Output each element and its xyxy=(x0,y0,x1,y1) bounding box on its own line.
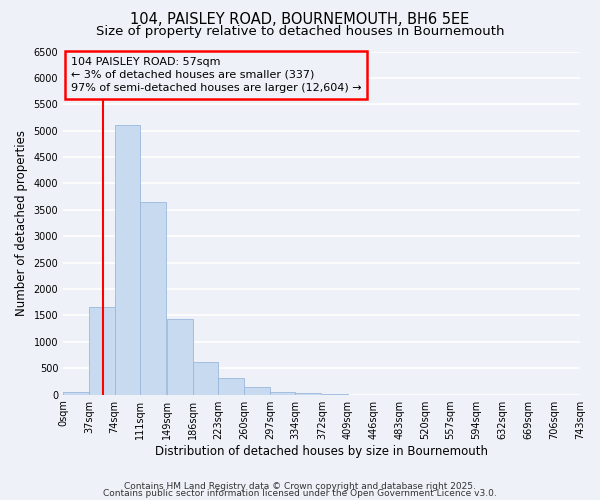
Bar xyxy=(244,387,270,394)
Bar xyxy=(295,393,321,394)
Bar xyxy=(63,392,89,394)
Bar xyxy=(270,392,295,394)
Text: 104 PAISLEY ROAD: 57sqm
← 3% of detached houses are smaller (337)
97% of semi-de: 104 PAISLEY ROAD: 57sqm ← 3% of detached… xyxy=(71,56,362,93)
Bar xyxy=(193,362,218,394)
Bar xyxy=(115,126,140,394)
X-axis label: Distribution of detached houses by size in Bournemouth: Distribution of detached houses by size … xyxy=(155,444,488,458)
Y-axis label: Number of detached properties: Number of detached properties xyxy=(15,130,28,316)
Bar xyxy=(167,319,193,394)
Bar xyxy=(89,308,115,394)
Text: 104, PAISLEY ROAD, BOURNEMOUTH, BH6 5EE: 104, PAISLEY ROAD, BOURNEMOUTH, BH6 5EE xyxy=(130,12,470,28)
Text: Size of property relative to detached houses in Bournemouth: Size of property relative to detached ho… xyxy=(96,25,504,38)
Text: Contains public sector information licensed under the Open Government Licence v3: Contains public sector information licen… xyxy=(103,489,497,498)
Text: Contains HM Land Registry data © Crown copyright and database right 2025.: Contains HM Land Registry data © Crown c… xyxy=(124,482,476,491)
Bar xyxy=(140,202,166,394)
Bar xyxy=(218,378,244,394)
